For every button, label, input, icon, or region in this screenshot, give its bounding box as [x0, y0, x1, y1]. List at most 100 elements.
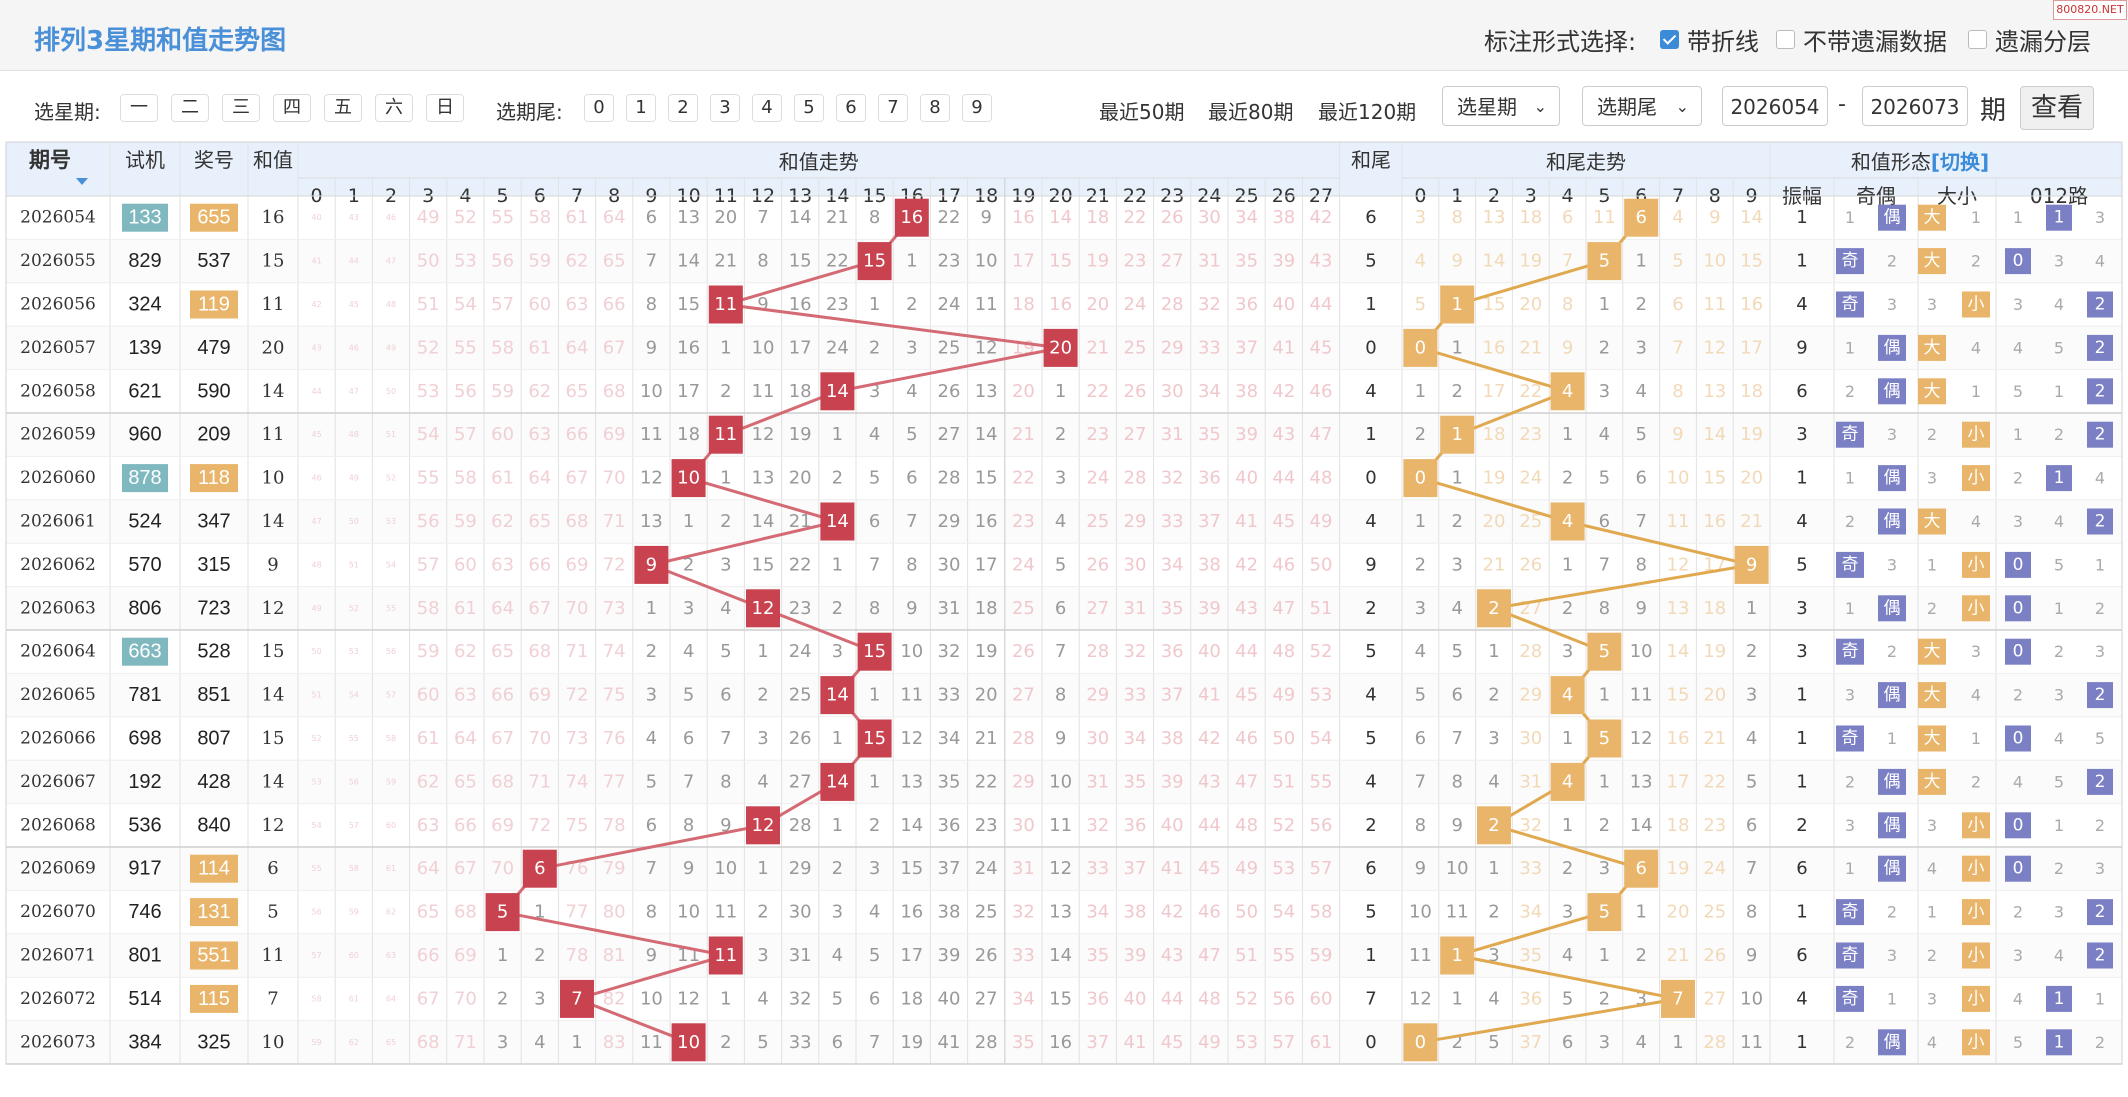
missing-count: 10: [1049, 771, 1072, 792]
issue-number: 2026072: [20, 989, 96, 1009]
missing-count: 20: [1703, 685, 1726, 706]
chevron-down-icon: ⌄: [1675, 97, 1689, 116]
tail-button-3[interactable]: 3: [710, 94, 740, 122]
missing-count: 4: [1488, 988, 1499, 1009]
sum-ball-label: 14: [826, 381, 849, 402]
amplitude-value: 4: [1796, 511, 1807, 532]
switch-link[interactable]: [切换]: [1931, 150, 1989, 174]
sum-ball-label: 12: [752, 598, 775, 619]
missing-count: 43: [1310, 251, 1333, 272]
size-missing: 1: [1927, 555, 1937, 574]
issue-number: 2026062: [20, 555, 96, 575]
missing-count: 62: [566, 251, 589, 272]
missing-count: 24: [1703, 858, 1726, 879]
missing-count: 1: [1599, 685, 1610, 706]
tail-button-8[interactable]: 8: [920, 94, 950, 122]
parity-missing: 2: [1887, 252, 1897, 271]
tail-button-2[interactable]: 2: [668, 94, 698, 122]
route-missing: 5: [2054, 555, 2064, 574]
tail-button-0[interactable]: 0: [584, 94, 614, 122]
checkbox-icon[interactable]: [1660, 30, 1679, 49]
missing-count: 76: [603, 728, 626, 749]
recent-50-link[interactable]: 最近50期: [1099, 100, 1185, 124]
missing-count: 64: [528, 468, 551, 489]
route-missing: 5: [2013, 1033, 2023, 1052]
weekday-button-0[interactable]: 一: [120, 94, 158, 122]
tail-button-9[interactable]: 9: [962, 94, 992, 122]
missing-count: 35: [1012, 1032, 1035, 1053]
issue-to-input[interactable]: 2026073: [1862, 86, 1968, 126]
missing-count: 56: [386, 647, 396, 656]
weekday-button-6[interactable]: 日: [426, 94, 464, 122]
missing-count: 28: [1012, 728, 1035, 749]
amplitude-value: 1: [1796, 728, 1807, 749]
missing-count: 6: [832, 1032, 843, 1053]
missing-count: 1: [757, 858, 768, 879]
table-row: [122, 632, 2031, 671]
weekday-button-2[interactable]: 三: [222, 94, 260, 122]
missing-count: 64: [417, 858, 440, 879]
missing-count: 66: [528, 554, 551, 575]
missing-count: 19: [900, 1032, 923, 1053]
issue-from-input[interactable]: 2026054: [1722, 86, 1828, 126]
checkbox-icon[interactable]: [1776, 30, 1795, 49]
col-issue-header[interactable]: 期号: [29, 148, 71, 172]
option-with-line[interactable]: 带折线: [1660, 22, 1759, 57]
missing-count: 4: [1746, 728, 1757, 749]
missing-count: 1: [720, 988, 731, 1009]
missing-count: 1: [1562, 554, 1573, 575]
missing-count: 46: [386, 213, 396, 222]
sort-down-icon[interactable]: [76, 178, 88, 185]
missing-count: 59: [349, 908, 359, 917]
recent-80-link[interactable]: 最近80期: [1208, 100, 1294, 124]
tail-button-7[interactable]: 7: [878, 94, 908, 122]
missing-count: 31: [938, 598, 961, 619]
checkbox-icon[interactable]: [1968, 30, 1987, 49]
missing-count: 53: [386, 517, 396, 526]
missing-count: 16: [1703, 511, 1726, 532]
parity-label: 偶: [1884, 598, 1901, 618]
missing-count: 28: [975, 1032, 998, 1053]
weekday-button-5[interactable]: 六: [375, 94, 413, 122]
missing-count: 44: [1235, 641, 1258, 662]
tail-button-4[interactable]: 4: [752, 94, 782, 122]
weekday-button-4[interactable]: 五: [324, 94, 362, 122]
tail-button-5[interactable]: 5: [794, 94, 824, 122]
missing-count: 50: [417, 251, 440, 272]
missing-count: 13: [1630, 771, 1653, 792]
tail-button-1[interactable]: 1: [626, 94, 656, 122]
missing-count: 62: [417, 771, 440, 792]
missing-count: 29: [1519, 685, 1542, 706]
option-missing-layer[interactable]: 遗漏分层: [1968, 22, 2091, 57]
size-box: [1918, 204, 1946, 231]
row-stripe: [6, 1020, 2122, 1064]
missing-count: 13: [1049, 902, 1072, 923]
size-missing: 4: [1971, 338, 1981, 357]
missing-count: 66: [603, 294, 626, 315]
weekday-button-1[interactable]: 二: [171, 94, 209, 122]
recent-120-link[interactable]: 最近120期: [1318, 100, 1417, 124]
tail-button-6[interactable]: 6: [836, 94, 866, 122]
view-button[interactable]: 查看: [2020, 86, 2094, 130]
missing-count: 3: [1635, 988, 1646, 1009]
option-no-missing[interactable]: 不带遗漏数据: [1776, 22, 1947, 57]
missing-count: 36: [1235, 294, 1258, 315]
missing-count: 2: [497, 988, 508, 1009]
weekday-select[interactable]: 选星期 ⌄: [1442, 86, 1560, 126]
amplitude-value: 4: [1796, 294, 1807, 315]
missing-count: 23: [1703, 815, 1726, 836]
missing-count: 68: [417, 1032, 440, 1053]
missing-count: 30: [1161, 381, 1184, 402]
route-missing: 2: [2013, 686, 2023, 705]
missing-count: 57: [386, 691, 396, 700]
missing-count: 13: [975, 381, 998, 402]
missing-count: 63: [386, 951, 396, 960]
weekday-button-3[interactable]: 四: [273, 94, 311, 122]
missing-count: 28: [1124, 468, 1147, 489]
tail-select[interactable]: 选期尾 ⌄: [1582, 86, 1702, 126]
missing-count: 61: [349, 994, 359, 1003]
missing-count: 32: [1086, 815, 1109, 836]
route-label: 1: [2054, 1032, 2065, 1052]
missing-count: 6: [1055, 598, 1066, 619]
